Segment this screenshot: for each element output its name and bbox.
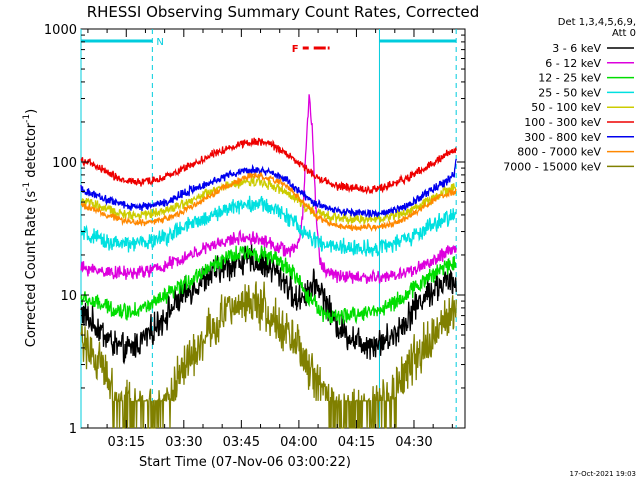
chart-title: RHESSI Observing Summary Count Rates, Co…: [87, 3, 480, 21]
x-tick-label: 04:15: [338, 435, 375, 450]
legend-label: 100 - 300 keV: [524, 116, 601, 129]
flare-label: F: [292, 44, 299, 55]
y-tick-label: 100: [52, 156, 77, 171]
x-tick-label: 04:30: [395, 435, 432, 450]
legend: Det 1,3,4,5,6,9,Att 0 3 - 6 keV 6 - 12 keV…: [503, 17, 636, 173]
series-layer: [81, 94, 456, 428]
interval-annotations: NF: [81, 29, 456, 428]
legend-label: 800 - 7000 keV: [517, 146, 601, 159]
legend-label: 12 - 25 keV: [538, 72, 601, 85]
x-tick-label: 03:30: [165, 435, 202, 450]
legend-label: 7000 - 15000 keV: [503, 160, 601, 173]
y-tick-label: 1000: [44, 23, 77, 38]
plot-timestamp: 17-Oct-2021 19:03: [570, 470, 636, 478]
y-axis-label: Corrected Count Rate (s-1 detector-1): [22, 109, 39, 347]
legend-label: 3 - 6 keV: [552, 42, 601, 55]
legend-label: 300 - 800 keV: [524, 131, 601, 144]
y-tick-label: 1: [69, 422, 77, 437]
legend-label: 50 - 100 keV: [531, 101, 601, 114]
legend-label: 25 - 50 keV: [538, 86, 601, 99]
x-axis-label: Start Time (07-Nov-06 03:00:22): [139, 455, 351, 470]
legend-header: Det 1,3,4,5,6,9,: [558, 17, 636, 28]
y-axis-label-text: Corrected Count Rate (s-1 detector-1): [22, 109, 39, 347]
x-tick-label: 04:00: [280, 435, 317, 450]
x-tick-label: 03:15: [108, 435, 145, 450]
legend-header: Att 0: [612, 28, 636, 39]
x-tick-label: 03:45: [223, 435, 260, 450]
y-tick-label: 10: [60, 289, 77, 304]
night-label: N: [156, 37, 163, 48]
legend-label: 6 - 12 keV: [545, 57, 601, 70]
